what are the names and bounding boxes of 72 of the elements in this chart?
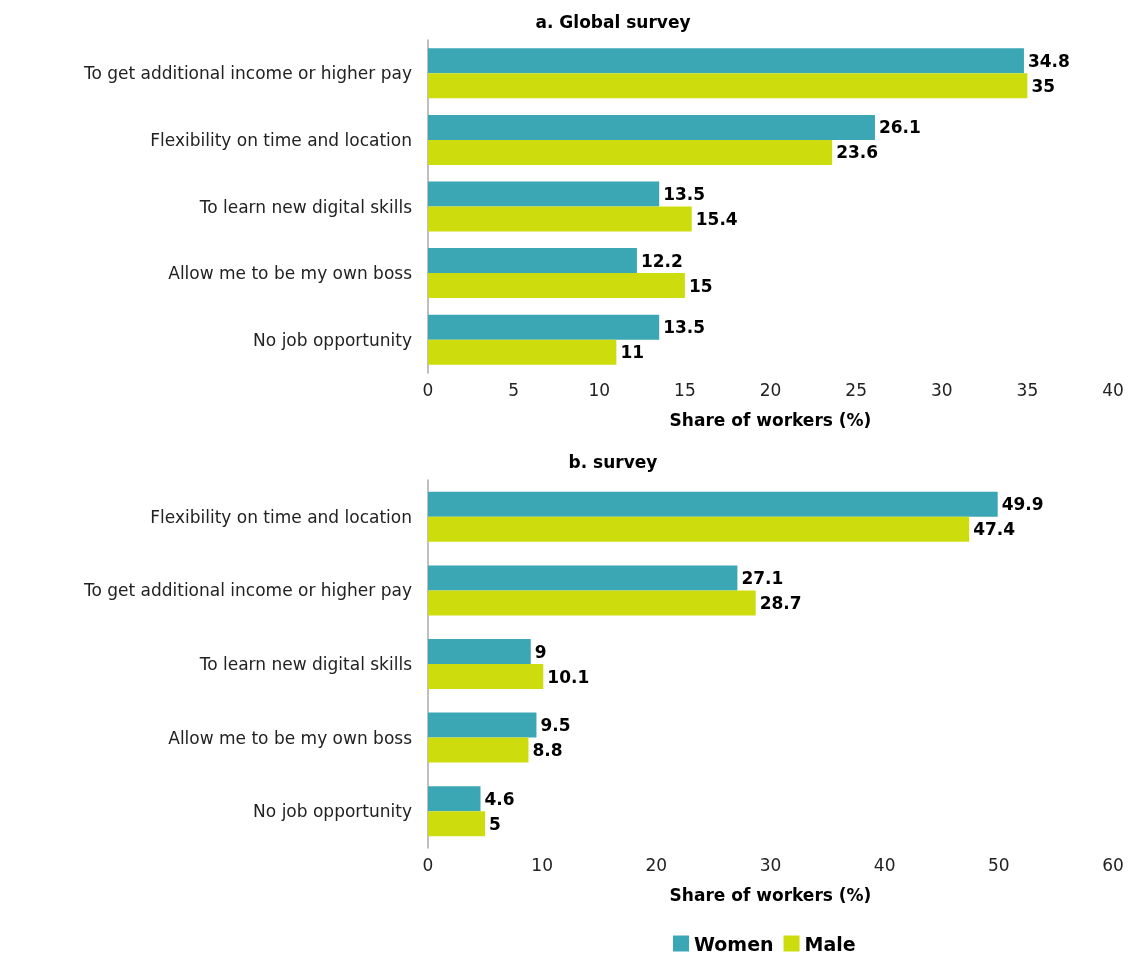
bar	[428, 206, 692, 232]
data-label: 8.8	[532, 740, 563, 761]
data-label: 12.2	[640, 250, 683, 271]
bar	[428, 248, 637, 274]
bar	[428, 314, 660, 340]
data-label: 5	[489, 813, 501, 834]
data-label: 47.4	[973, 519, 1016, 540]
x-tick-label: 40	[873, 854, 896, 875]
x-tick-label: 0	[422, 854, 434, 875]
x-tick-label: 10	[588, 379, 611, 400]
bar	[428, 712, 537, 738]
legend-label: Male	[804, 932, 856, 955]
x-tick-label: 25	[845, 379, 867, 400]
data-label: 49.9	[1001, 494, 1044, 515]
x-tick-label: 15	[674, 379, 696, 400]
bar	[428, 639, 531, 664]
bar	[428, 139, 833, 165]
data-label: 9	[534, 641, 547, 662]
data-label: 4.6	[484, 788, 515, 809]
data-label: 13.5	[663, 317, 706, 338]
y-tick-label: To learn new digital skills	[198, 196, 413, 217]
y-tick-label: To learn new digital skills	[198, 654, 413, 674]
x-tick-label: 10	[531, 854, 553, 875]
data-label: 28.7	[759, 592, 802, 613]
data-label: 27.1	[741, 567, 784, 588]
bar	[428, 737, 529, 763]
data-label: 26.1	[878, 117, 921, 138]
x-tick-label: 60	[1102, 854, 1124, 875]
x-tick-label: 5	[508, 379, 520, 400]
bar	[428, 565, 738, 591]
bar	[428, 114, 875, 140]
bar	[428, 811, 486, 837]
data-label: 15.4	[695, 209, 738, 229]
data-label: 35	[1031, 75, 1056, 96]
bar	[428, 73, 1028, 99]
x-tick-label: 50	[988, 854, 1010, 875]
y-tick-label: Flexibility on time and location	[150, 506, 412, 527]
x-tick-label: 0	[422, 379, 434, 400]
x-tick-label: 35	[1016, 379, 1039, 400]
bar	[428, 786, 481, 812]
chart-title: b. survey	[568, 451, 658, 472]
bar	[428, 339, 617, 365]
y-tick-label: Flexibility on time and location	[150, 129, 412, 150]
data-label: 13.5	[663, 184, 706, 204]
data-label: 9.5	[540, 715, 571, 736]
legend-label: Women	[694, 932, 774, 955]
chart-title: a. Global survey	[535, 11, 691, 32]
bar	[428, 664, 544, 689]
data-label: 11	[620, 342, 645, 363]
bar	[428, 273, 685, 299]
bar	[428, 181, 660, 207]
bar	[428, 491, 998, 517]
bar	[428, 590, 756, 616]
bar	[428, 48, 1024, 74]
y-tick-label: No job opportunity	[253, 329, 412, 350]
x-tick-label: 30	[930, 379, 953, 400]
x-axis-title: Share of workers (%)	[669, 884, 872, 905]
data-label: 15	[688, 275, 713, 296]
x-tick-label: 30	[759, 854, 782, 875]
x-tick-label: 40	[1102, 379, 1124, 400]
y-tick-label: To get additional income or higher pay	[82, 63, 412, 84]
y-tick-label: Allow me to be my own boss	[168, 263, 413, 284]
data-label: 34.8	[1027, 50, 1070, 71]
x-tick-label: 20	[645, 854, 668, 875]
y-tick-label: Allow me to be my own boss	[168, 727, 413, 748]
x-tick-label: 20	[759, 379, 782, 400]
data-label: 23.6	[836, 142, 879, 163]
x-axis-title: Share of workers (%)	[669, 409, 872, 430]
y-tick-label: To get additional income or higher pay	[82, 580, 412, 601]
bar	[428, 516, 970, 542]
data-label: 10.1	[547, 666, 590, 687]
y-tick-label: No job opportunity	[253, 801, 412, 822]
